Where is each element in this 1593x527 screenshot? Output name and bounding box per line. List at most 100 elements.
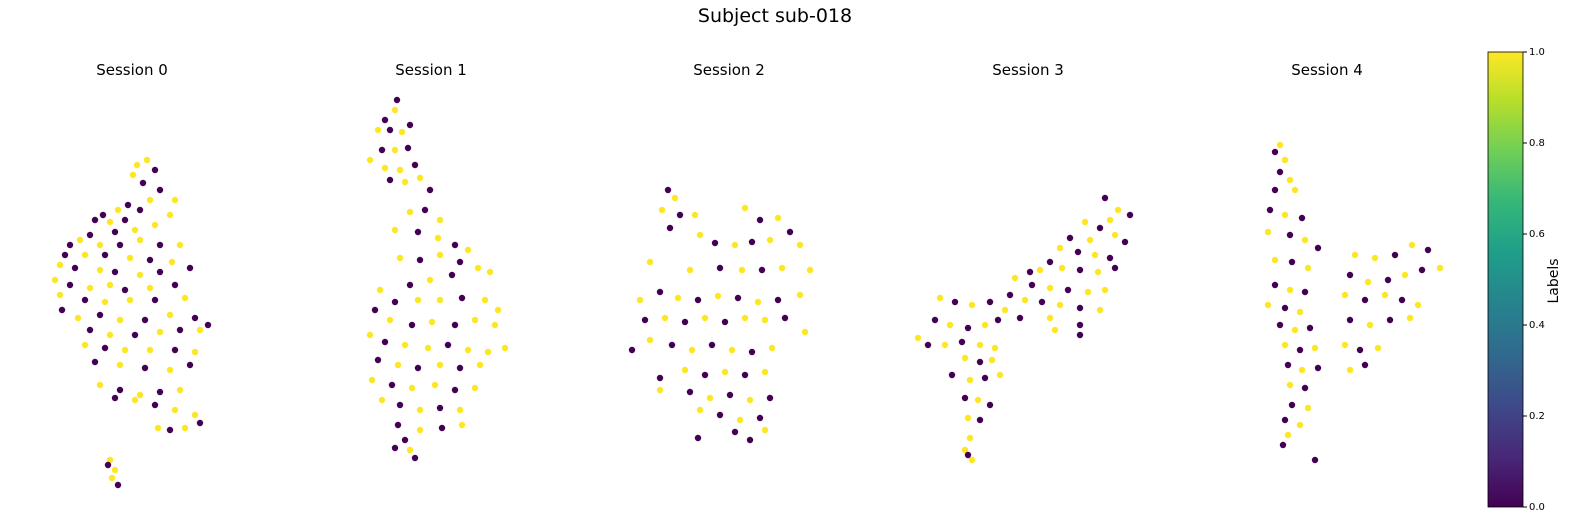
- scatter-point: [156, 328, 164, 336]
- scatter-point: [396, 166, 404, 174]
- scatter-point: [761, 368, 769, 376]
- scatter-point: [168, 258, 176, 266]
- scatter-point: [196, 419, 204, 427]
- scatter-point: [181, 294, 189, 302]
- scatter-point: [721, 318, 729, 326]
- scatter-point: [381, 338, 389, 346]
- scatter-point: [796, 241, 804, 249]
- scatter-point: [981, 321, 989, 329]
- scatter-point: [748, 238, 756, 246]
- scatter-point: [436, 361, 444, 369]
- scatter-point: [406, 281, 414, 289]
- scatter-point: [381, 164, 389, 172]
- scatter-point: [484, 348, 492, 356]
- scatter-point: [1284, 361, 1292, 369]
- scatter-point: [494, 306, 502, 314]
- scatter-point: [1314, 244, 1322, 252]
- scatter-point: [1364, 278, 1372, 286]
- scatter-point: [116, 241, 124, 249]
- scatter-point: [1096, 224, 1104, 232]
- figure-title: Subject sub-018: [698, 5, 852, 27]
- scatter-point: [398, 128, 406, 136]
- scatter-point: [636, 296, 644, 304]
- scatter-point: [696, 406, 704, 414]
- scatter-point: [1414, 301, 1422, 309]
- scatter-point: [96, 381, 104, 389]
- colorbar: 0.0 0.2 0.4 0.6 0.8 1.0 Labels: [1487, 47, 1562, 513]
- scatter-point: [716, 411, 724, 419]
- scatter-point: [914, 334, 922, 342]
- scatter-point: [126, 296, 134, 304]
- scatter-point: [471, 384, 479, 392]
- scatter-point: [1281, 304, 1289, 312]
- scatter-point: [181, 424, 189, 432]
- scatter-point: [143, 156, 151, 164]
- scatter-point: [1006, 291, 1014, 299]
- scatter-point: [716, 264, 724, 272]
- scatter-point: [176, 326, 184, 334]
- scatter-point: [774, 296, 782, 304]
- scatter-point: [151, 166, 159, 174]
- scatter-point: [1384, 276, 1392, 284]
- scatter-point: [111, 268, 119, 276]
- scatter-point: [628, 346, 636, 354]
- scatter-point: [646, 336, 654, 344]
- session-4-title: Session 4: [1291, 61, 1363, 79]
- scatter-point: [1424, 246, 1432, 254]
- scatter-point: [374, 356, 382, 364]
- session-2-title: Session 2: [693, 61, 765, 79]
- scatter-point: [416, 256, 424, 264]
- scatter-point: [1264, 301, 1272, 309]
- scatter-point: [681, 318, 689, 326]
- scatter-point: [414, 228, 422, 236]
- scatter-point: [1076, 321, 1084, 329]
- scatter-point: [406, 446, 414, 454]
- scatter-point: [408, 384, 416, 392]
- scatter-point: [996, 371, 1004, 379]
- scatter-point: [1114, 206, 1122, 214]
- scatter-point: [1341, 291, 1349, 299]
- scatter-point: [146, 256, 154, 264]
- scatter-point: [1106, 254, 1114, 262]
- scatter-point: [393, 96, 401, 104]
- scatter-point: [191, 411, 199, 419]
- scatter-point: [1281, 211, 1289, 219]
- scatter-point: [106, 218, 114, 226]
- scatter-point: [761, 426, 769, 434]
- scatter-point: [1276, 141, 1284, 149]
- scatter-point: [974, 396, 982, 404]
- scatter-point: [381, 116, 389, 124]
- scatter-point: [106, 331, 114, 339]
- scatter-point: [1374, 344, 1382, 352]
- scatter-point: [436, 296, 444, 304]
- scatter-point: [391, 298, 399, 306]
- scatter-point: [416, 174, 424, 182]
- scatter-point: [176, 241, 184, 249]
- scatter-point: [1066, 234, 1074, 242]
- scatter-point: [366, 156, 374, 164]
- scatter-point: [436, 404, 444, 412]
- scatter-point: [434, 234, 442, 242]
- scatter-point: [366, 331, 374, 339]
- scatter-point: [131, 396, 139, 404]
- scatter-point: [671, 194, 679, 202]
- scatter-point: [686, 388, 694, 396]
- scatter-point: [986, 298, 994, 306]
- scatter-point: [1301, 236, 1309, 244]
- scatter-point: [96, 241, 104, 249]
- scatter-point: [431, 381, 439, 389]
- scatter-point: [1386, 316, 1394, 324]
- scatter-point: [756, 414, 764, 422]
- scatter-point: [486, 268, 494, 276]
- scatter-point: [1264, 228, 1272, 236]
- scatter-point: [1296, 421, 1304, 429]
- session-0-title: Session 0: [96, 61, 168, 79]
- scatter-point: [1306, 324, 1314, 332]
- scatter-point: [1064, 286, 1072, 294]
- scatter-point: [166, 211, 174, 219]
- scatter-point: [1296, 308, 1304, 316]
- scatter-point: [676, 211, 684, 219]
- scatter-point: [116, 361, 124, 369]
- scatter-point: [1271, 148, 1279, 156]
